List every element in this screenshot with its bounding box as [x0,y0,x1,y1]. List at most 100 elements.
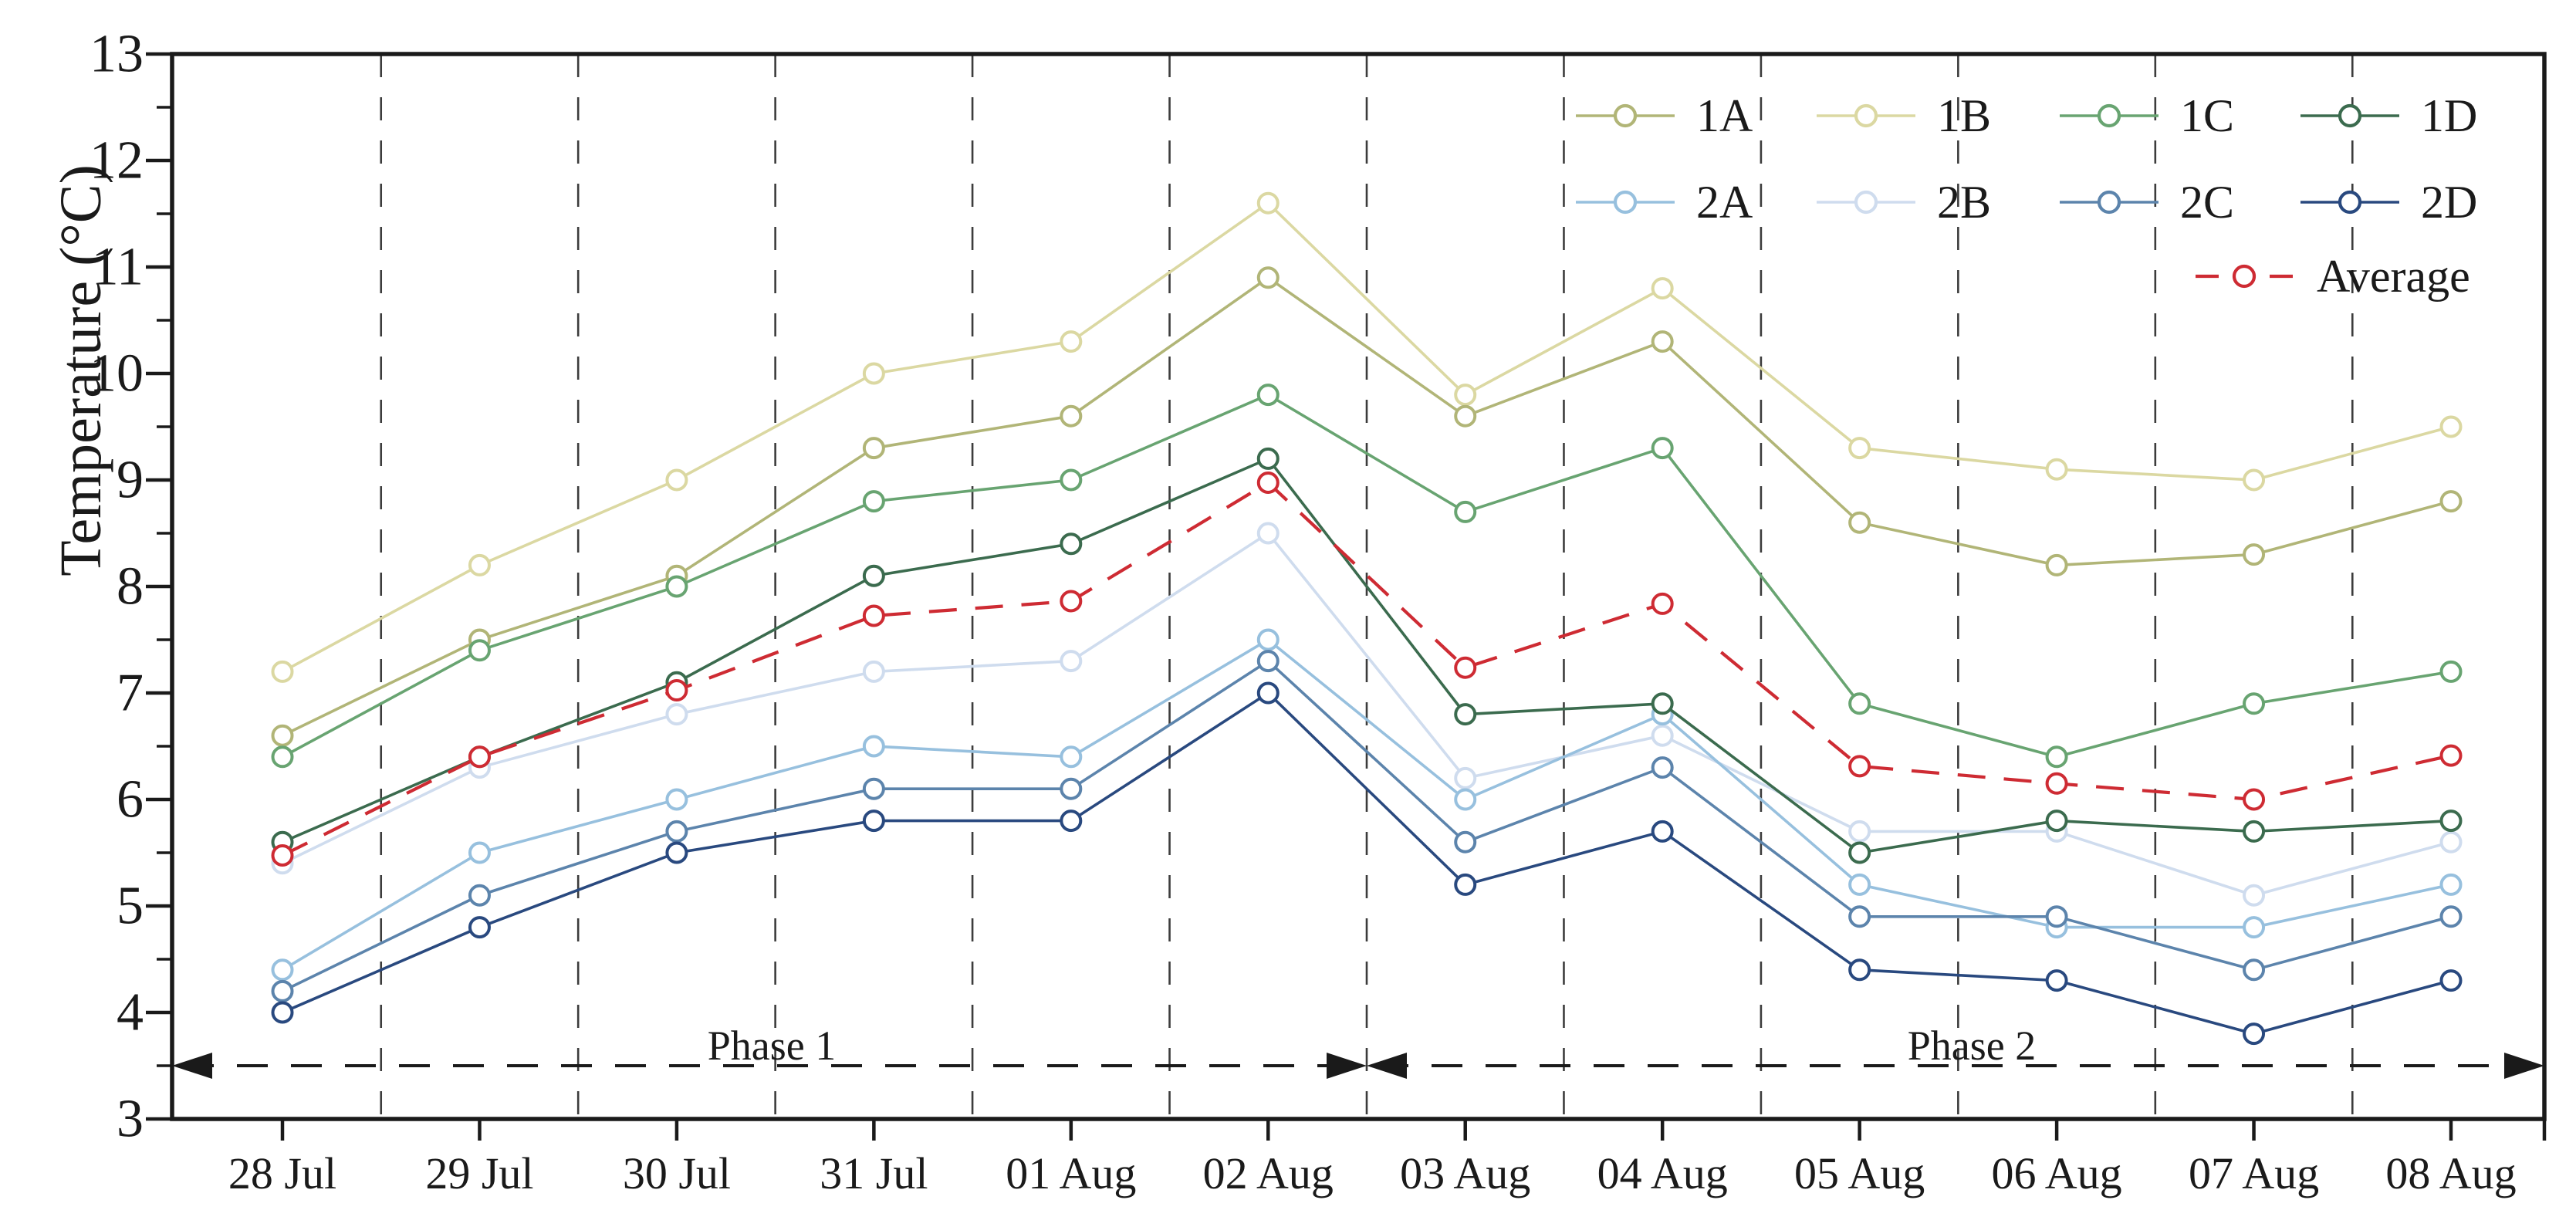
data-point-1A-07-Aug [2243,543,2266,566]
legend-marker-icon-Average [2232,264,2257,289]
data-point-2C-08-Aug [2439,905,2463,928]
x-tick-label: 31 Jul [820,1148,928,1198]
data-point-Average-04-Aug [1651,592,1674,615]
legend-marker-icon-1A [1613,103,1638,128]
data-point-Average-03-Aug [1454,656,1477,679]
data-point-2B-08-Aug [2439,830,2463,853]
data-point-1B-28-Jul [271,660,294,683]
data-point-2B-05-Aug [1848,820,1871,843]
data-point-1C-06-Aug [2045,745,2068,769]
legend-item-1A: 1A [1576,90,1753,141]
data-point-1C-04-Aug [1651,437,1674,460]
series-line-1D [282,457,2452,854]
legend-item-1B: 1B [1817,90,1991,141]
y-tick-label: 3 [117,1090,144,1149]
data-point-2A-03-Aug [1454,788,1477,811]
series-line-1B [282,201,2452,673]
series-2D [271,681,2463,1046]
data-point-2B-31-Jul [862,660,885,683]
legend-item-2C: 2C [2060,177,2234,228]
data-point-1A-04-Aug [1651,330,1674,353]
series-2B [271,522,2463,907]
legend-marker-icon-2C [2097,190,2121,215]
x-tick-label: 08 Aug [2385,1148,2516,1198]
data-point-2D-07-Aug [2243,1023,2266,1046]
y-axis-title: Temperature (°C) [49,164,113,576]
phase1-label: Phase 1 [708,1023,836,1069]
data-point-2D-29-Jul [468,916,491,939]
data-point-2D-04-Aug [1651,820,1674,843]
data-point-1C-01-Aug [1060,468,1083,492]
data-point-1A-08-Aug [2439,490,2463,513]
data-point-1D-06-Aug [2045,810,2068,833]
data-point-1C-30-Jul [665,575,688,598]
legend-marker-icon-2D [2338,190,2362,215]
legend-item-Average: Average [2196,251,2470,302]
data-point-1B-31-Jul [862,362,885,385]
y-tick-label: 13 [90,25,144,84]
legend-item-2B: 2B [1817,177,1991,228]
data-point-1B-08-Aug [2439,415,2463,438]
series-line-1A [282,275,2452,737]
series-Average [271,471,2463,867]
phase1-arrow-left-arrowhead-icon [172,1053,212,1079]
data-point-1C-03-Aug [1454,500,1477,523]
phase1-arrow-right-arrowhead-icon [1327,1053,1367,1079]
y-tick-label: 11 [92,238,144,297]
data-point-Average-02-Aug [1256,471,1280,494]
data-point-2A-02-Aug [1256,628,1280,651]
y-tick-label: 10 [90,344,144,404]
data-point-2A-29-Jul [468,841,491,864]
x-tick-label: 01 Aug [1006,1148,1136,1198]
legend-label-2B: 2B [1937,177,1991,228]
data-point-Average-31-Jul [862,604,885,627]
phase-annotations: Phase 1 Phase 2 [172,1023,2544,1079]
legend: 1A 1B 1C 1D 2A 2B 2C 2D Average [1576,90,2477,302]
data-point-Average-06-Aug [2045,772,2068,795]
data-point-1B-07-Aug [2243,468,2266,492]
y-tick-label: 6 [117,770,144,830]
series-line-2B [282,531,2452,897]
data-point-1D-03-Aug [1454,703,1477,726]
legend-label-1A: 1A [1696,90,1753,141]
data-point-1C-05-Aug [1848,692,1871,715]
data-point-2A-07-Aug [2243,916,2266,939]
data-point-1B-06-Aug [2045,458,2068,481]
x-axis: 28 Jul 29 Jul 30 Jul 31 Jul 01 Aug 02 Aug 03 A… [228,1119,2547,1198]
series-1B [271,191,2463,683]
data-point-Average-29-Jul [468,745,491,769]
legend-marker-icon-1D [2338,103,2362,128]
data-point-2A-01-Aug [1060,745,1083,769]
legend-label-Average: Average [2317,251,2470,302]
data-point-1A-01-Aug [1060,404,1083,428]
phase2-arrow-left-arrowhead-icon [1367,1053,1407,1079]
legend-label-2C: 2C [2180,177,2234,228]
x-tick-label: 07 Aug [2189,1148,2319,1198]
data-point-Average-30-Jul [665,679,688,702]
data-point-1A-05-Aug [1848,511,1871,534]
data-point-2A-05-Aug [1848,873,1871,896]
data-point-1A-28-Jul [271,724,294,747]
data-point-1B-29-Jul [468,553,491,576]
data-point-2D-08-Aug [2439,969,2463,992]
data-point-2C-07-Aug [2243,958,2266,982]
series-line-Average [282,480,2452,857]
data-point-1D-05-Aug [1848,841,1871,864]
data-point-Average-07-Aug [2243,788,2266,811]
series-1C [271,384,2463,769]
legend-marker-icon-1B [1854,103,1878,128]
x-tick-label: 04 Aug [1597,1148,1728,1198]
x-tick-label: 03 Aug [1400,1148,1530,1198]
data-point-1A-03-Aug [1454,404,1477,428]
data-point-Average-05-Aug [1848,755,1871,778]
y-tick-label: 8 [117,557,144,617]
data-point-1C-31-Jul [862,490,885,513]
data-point-2C-04-Aug [1651,756,1674,779]
series-1D [271,447,2463,864]
data-point-1D-04-Aug [1651,692,1674,715]
data-point-2B-30-Jul [665,703,688,726]
legend-marker-icon-1C [2097,103,2121,128]
